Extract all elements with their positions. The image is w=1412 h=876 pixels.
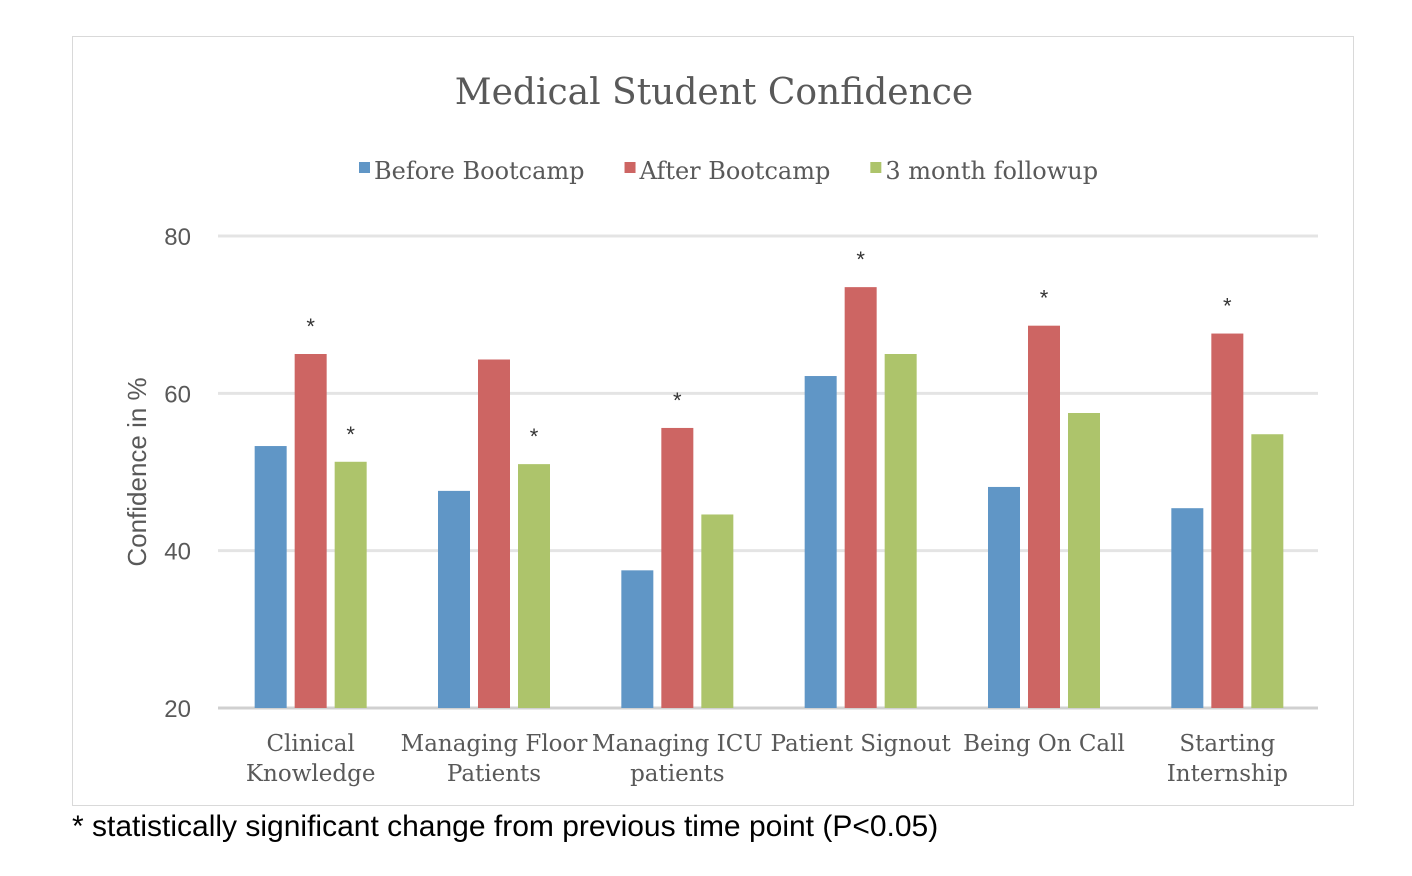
legend-swatch-1 <box>359 162 370 173</box>
bar-5-1 <box>988 486 1020 708</box>
legend-label-1: Before Bootcamp <box>374 157 585 185</box>
y-tick-label-40: 40 <box>164 539 191 566</box>
bar-5-3 <box>1068 413 1100 708</box>
bar-1-2 <box>294 354 327 708</box>
bar-5-2 <box>1028 325 1060 708</box>
chart-frame: Medical Student Confidence Before Bootcam… <box>72 36 1354 806</box>
bar-1-3 <box>334 461 367 708</box>
significance-marker-6-2: * <box>1223 294 1232 319</box>
chart-title: Medical Student Confidence <box>455 72 973 113</box>
x-tick-label-1-2: Knowledge <box>246 761 376 787</box>
bar-1-1 <box>254 446 287 708</box>
legend-label-2: After Bootcamp <box>639 157 831 185</box>
bar-chart: Medical Student Confidence Before Bootcam… <box>122 72 1318 787</box>
bar-2-1 <box>438 490 470 708</box>
legend-swatch-2 <box>624 162 636 173</box>
significance-marker-5-2: * <box>1040 286 1049 311</box>
significance-marker-1-3: * <box>346 422 355 447</box>
bar-6-3 <box>1251 434 1284 708</box>
bar-3-1 <box>621 570 654 708</box>
x-tick-label-3-1: Managing ICU <box>592 731 763 757</box>
y-tick-label-20: 20 <box>164 696 191 723</box>
bar-2-2 <box>478 359 510 708</box>
significance-marker-3-2: * <box>673 388 682 413</box>
bar-4-2 <box>844 287 877 708</box>
bar-4-1 <box>804 376 837 708</box>
x-tick-label-6-2: Internship <box>1167 761 1288 787</box>
x-tick-label-6-1: Starting <box>1179 731 1275 757</box>
significance-marker-4-2: * <box>856 247 865 272</box>
x-tick-label-2-2: Patients <box>447 761 541 787</box>
bar-6-1 <box>1171 508 1204 708</box>
bar-3-3 <box>701 514 734 708</box>
legend-swatch-3 <box>870 162 882 173</box>
y-tick-label-60: 60 <box>164 381 191 408</box>
bar-2-3 <box>518 464 550 708</box>
x-tick-label-2-1: Managing Floor <box>401 731 588 757</box>
legend-label-3: 3 month followup <box>885 157 1098 185</box>
significance-marker-1-2: * <box>306 314 315 339</box>
y-axis-label: Confidence in % <box>122 377 152 566</box>
bar-3-2 <box>661 427 694 708</box>
footnote: * statistically significant change from … <box>72 810 939 843</box>
x-tick-label-4-1: Patient Signout <box>771 731 952 757</box>
significance-marker-2-3: * <box>530 424 539 449</box>
x-tick-label-5-1: Being On Call <box>963 731 1125 757</box>
bar-4-3 <box>884 354 917 708</box>
x-tick-label-3-2: patients <box>630 761 725 787</box>
y-tick-label-80: 80 <box>164 224 191 251</box>
bar-6-2 <box>1211 333 1244 708</box>
x-tick-label-1-1: Clinical <box>266 731 354 757</box>
